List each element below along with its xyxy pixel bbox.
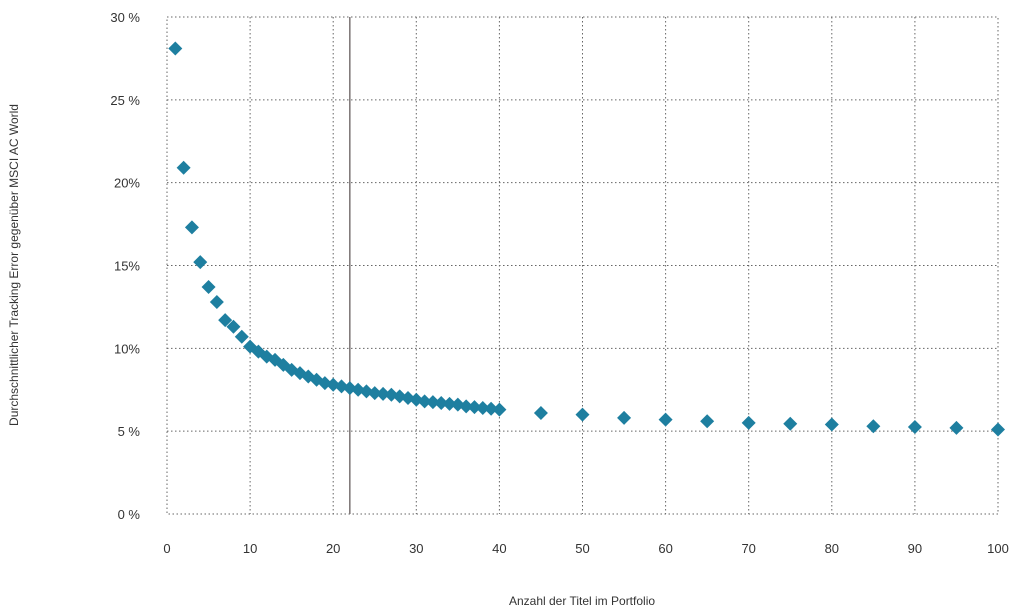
data-point bbox=[176, 160, 191, 175]
x-tick-label: 30 bbox=[409, 541, 423, 556]
x-axis-label: Anzahl der Titel im Portfolio bbox=[509, 594, 655, 608]
x-tick-label: 90 bbox=[908, 541, 922, 556]
x-tick-label: 60 bbox=[658, 541, 672, 556]
x-tick-label: 70 bbox=[741, 541, 755, 556]
data-point bbox=[907, 420, 922, 435]
y-tick-labels: 0 % 5 % 10% 15% 20% 25 % 30 % bbox=[110, 10, 140, 522]
data-point bbox=[226, 319, 241, 334]
x-tick-label: 80 bbox=[825, 541, 839, 556]
y-tick-label: 15% bbox=[114, 259, 140, 274]
x-tick-label: 50 bbox=[575, 541, 589, 556]
data-point bbox=[492, 402, 507, 417]
data-point bbox=[209, 294, 224, 309]
y-axis-label: Durchschnittlicher Tracking Error gegenü… bbox=[7, 104, 21, 426]
data-point bbox=[475, 400, 490, 415]
data-point bbox=[234, 329, 249, 344]
data-point bbox=[991, 422, 1005, 437]
data-points bbox=[168, 41, 1005, 437]
data-point bbox=[575, 407, 590, 422]
data-point bbox=[184, 220, 199, 235]
data-point bbox=[193, 255, 208, 270]
y-tick-label: 25 % bbox=[110, 93, 140, 108]
data-point bbox=[824, 417, 839, 432]
y-tick-label: 20% bbox=[114, 176, 140, 191]
data-point bbox=[168, 41, 183, 56]
data-point bbox=[425, 395, 440, 410]
x-tick-label: 10 bbox=[243, 541, 257, 556]
x-tick-label: 40 bbox=[492, 541, 506, 556]
x-tick-label: 0 bbox=[163, 541, 170, 556]
data-point bbox=[201, 280, 216, 295]
x-tick-label: 100 bbox=[987, 541, 1009, 556]
data-point bbox=[949, 420, 964, 435]
y-tick-label: 30 % bbox=[110, 10, 140, 25]
data-point bbox=[617, 410, 632, 425]
data-point bbox=[658, 412, 673, 427]
data-point bbox=[376, 386, 391, 401]
grid bbox=[166, 16, 999, 515]
data-point bbox=[484, 401, 499, 416]
data-point bbox=[459, 399, 474, 414]
data-point bbox=[417, 394, 432, 409]
data-point bbox=[700, 414, 715, 429]
data-point bbox=[741, 415, 756, 430]
x-tick-labels: 0 10 20 30 40 50 60 70 80 90 100 bbox=[163, 541, 1008, 556]
data-point bbox=[783, 416, 798, 431]
data-point bbox=[467, 400, 482, 415]
y-tick-label: 5 % bbox=[118, 424, 141, 439]
data-point bbox=[442, 396, 457, 411]
x-tick-label: 20 bbox=[326, 541, 340, 556]
data-point bbox=[533, 405, 548, 420]
data-point bbox=[367, 386, 382, 401]
data-point bbox=[434, 396, 449, 411]
y-tick-label: 10% bbox=[114, 341, 140, 356]
data-point bbox=[218, 313, 233, 328]
y-tick-label: 0 % bbox=[118, 507, 141, 522]
data-point bbox=[866, 419, 881, 434]
